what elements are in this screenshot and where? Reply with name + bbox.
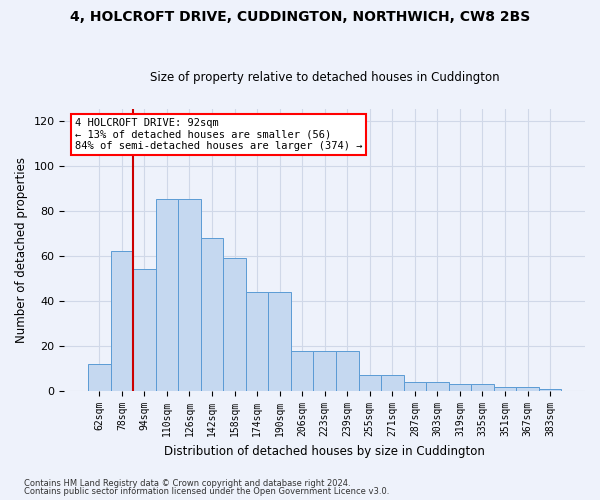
Bar <box>449 384 471 391</box>
Bar <box>313 350 336 391</box>
Bar <box>155 200 178 391</box>
Bar <box>201 238 223 391</box>
Bar <box>494 386 516 391</box>
Bar <box>359 376 381 391</box>
Bar <box>246 292 268 391</box>
Text: 4, HOLCROFT DRIVE, CUDDINGTON, NORTHWICH, CW8 2BS: 4, HOLCROFT DRIVE, CUDDINGTON, NORTHWICH… <box>70 10 530 24</box>
Bar <box>133 270 155 391</box>
Title: Size of property relative to detached houses in Cuddington: Size of property relative to detached ho… <box>150 72 500 85</box>
Bar <box>336 350 359 391</box>
Bar <box>178 200 201 391</box>
Y-axis label: Number of detached properties: Number of detached properties <box>15 157 28 343</box>
Bar <box>268 292 291 391</box>
Bar <box>88 364 110 391</box>
Bar <box>291 350 313 391</box>
Bar <box>539 389 562 391</box>
Bar <box>471 384 494 391</box>
Bar <box>223 258 246 391</box>
Bar <box>404 382 426 391</box>
Bar <box>110 252 133 391</box>
Text: 4 HOLCROFT DRIVE: 92sqm
← 13% of detached houses are smaller (56)
84% of semi-de: 4 HOLCROFT DRIVE: 92sqm ← 13% of detache… <box>75 118 362 151</box>
Bar <box>516 386 539 391</box>
X-axis label: Distribution of detached houses by size in Cuddington: Distribution of detached houses by size … <box>164 444 485 458</box>
Bar <box>381 376 404 391</box>
Text: Contains HM Land Registry data © Crown copyright and database right 2024.: Contains HM Land Registry data © Crown c… <box>24 478 350 488</box>
Bar <box>426 382 449 391</box>
Text: Contains public sector information licensed under the Open Government Licence v3: Contains public sector information licen… <box>24 487 389 496</box>
